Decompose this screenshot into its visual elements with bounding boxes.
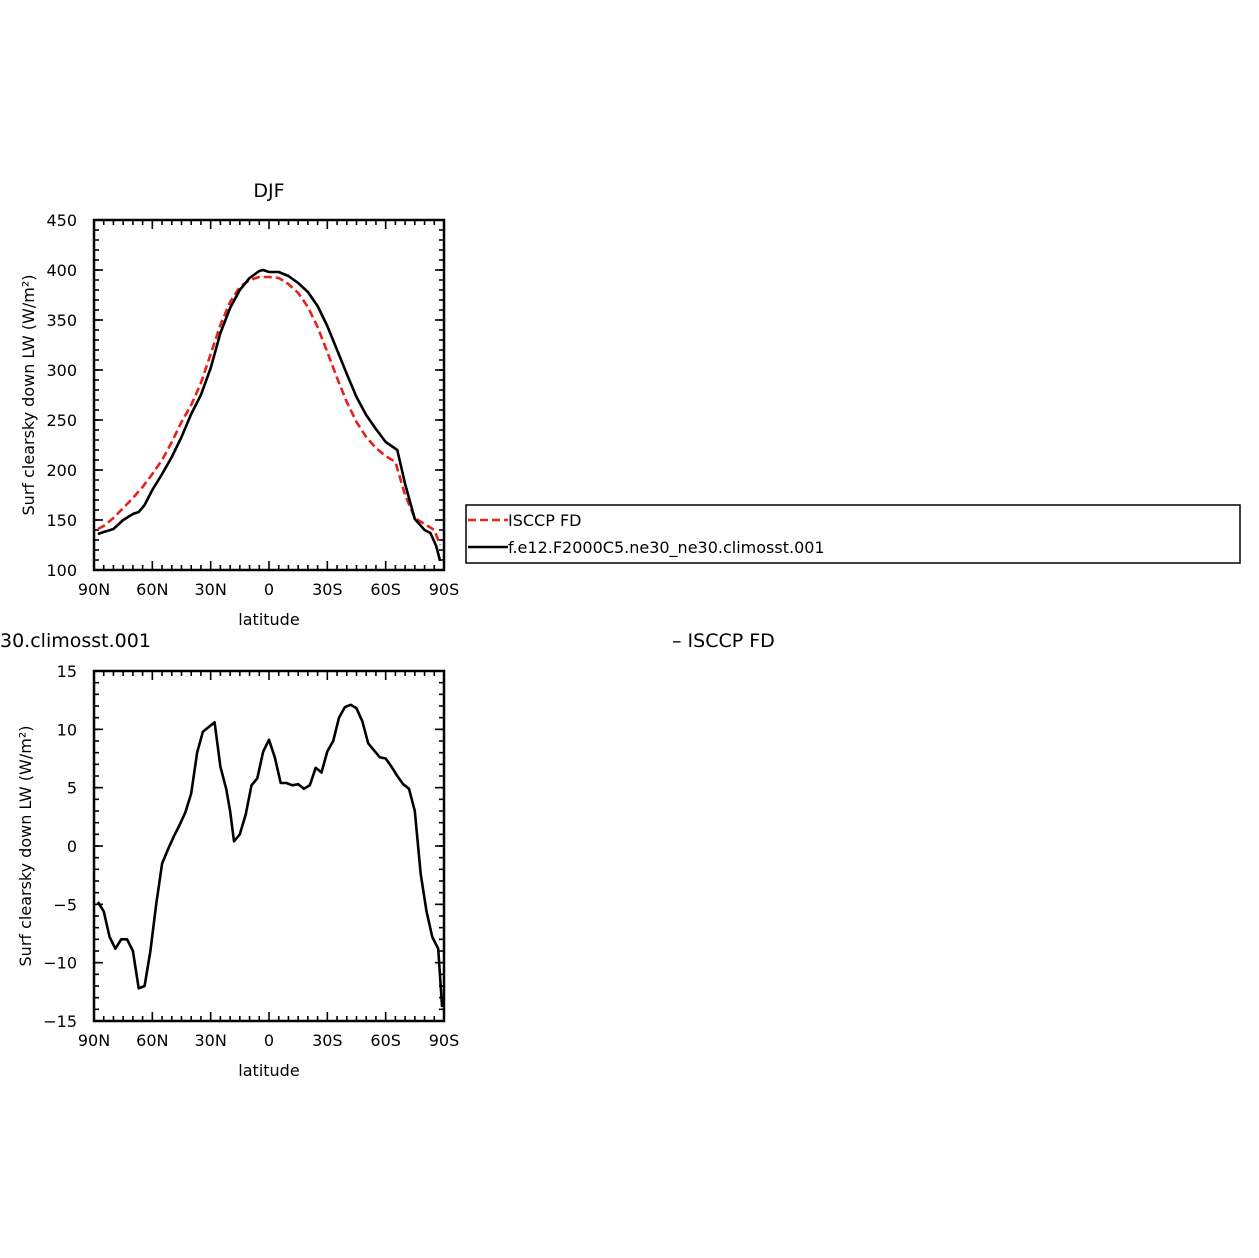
bottom-panel: 30.climosst.001 – ISCCP FD 90N 60N 30N 0 30S… xyxy=(0,630,775,1080)
bottom-xtick-label: 90N xyxy=(78,1031,110,1050)
top-xtick-label: 30S xyxy=(312,580,343,599)
top-ytick-label: 100 xyxy=(46,561,77,580)
bottom-y-axis-title: Surf clearsky down LW (W/m²) xyxy=(16,726,35,967)
bottom-axis-ticks: 90N 60N 30N 0 30S 60S 90S −15 −10 −5 0 5 10 15 xyxy=(43,662,459,1050)
top-xtick-label: 90S xyxy=(429,580,460,599)
bottom-series-line-model xyxy=(96,703,444,1008)
top-axis-ticks: 90N 60N 30N 0 30S 60S 90S 100 150 200 250 300 350 400… xyxy=(46,211,459,599)
bottom-ytick-label: 5 xyxy=(67,779,77,798)
bottom-plot-frame xyxy=(92,669,446,1023)
top-ytick-label: 350 xyxy=(46,311,77,330)
top-ytick-label: 400 xyxy=(46,261,77,280)
top-plot-title: DJF xyxy=(253,180,284,202)
bottom-plot-title-right: – ISCCP FD xyxy=(672,630,775,652)
top-ytick-label: 250 xyxy=(46,411,77,430)
legend-label-obs: ISCCP FD xyxy=(508,511,581,530)
legend-label-model: f.e12.F2000C5.ne30_ne30.climosst.001 xyxy=(508,538,825,558)
bottom-xtick-label: 60N xyxy=(136,1031,168,1050)
bottom-series-group xyxy=(96,703,444,1008)
top-x-axis-title: latitude xyxy=(238,610,299,629)
top-xtick-label: 0 xyxy=(264,580,274,599)
legend-box xyxy=(465,504,1241,564)
bottom-ytick-label: −5 xyxy=(53,895,77,914)
bottom-xtick-label: 60S xyxy=(370,1031,401,1050)
top-ytick-label: 300 xyxy=(46,361,77,380)
top-ytick-label: 450 xyxy=(46,211,77,230)
bottom-xtick-label: 30N xyxy=(195,1031,227,1050)
bottom-plot-title-left: 30.climosst.001 xyxy=(0,630,151,652)
bottom-xtick-label: 30S xyxy=(312,1031,343,1050)
top-plot-frame xyxy=(92,218,446,572)
bottom-ytick-label: 10 xyxy=(57,720,77,739)
bottom-ytick-label: 15 xyxy=(57,662,77,681)
top-series-group xyxy=(97,268,442,562)
bottom-ytick-label: 0 xyxy=(67,837,77,856)
top-ytick-label: 150 xyxy=(46,511,77,530)
top-series-line-obs xyxy=(97,275,442,546)
legend: ISCCP FD f.e12.F2000C5.ne30_ne30.climoss… xyxy=(465,504,1241,564)
top-xtick-label: 30N xyxy=(195,580,227,599)
bottom-ytick-label: −15 xyxy=(43,1012,77,1031)
top-ytick-label: 200 xyxy=(46,461,77,480)
bottom-x-axis-title: latitude xyxy=(238,1061,299,1080)
bottom-xtick-label: 90S xyxy=(429,1031,460,1050)
bottom-ytick-label: −10 xyxy=(43,954,77,973)
top-xtick-label: 60S xyxy=(370,580,401,599)
top-panel: DJF 90N 60N 30N 0 30S 60S 90S 100 150 200 250 300 35… xyxy=(19,180,459,629)
top-xtick-label: 90N xyxy=(78,580,110,599)
top-xtick-label: 60N xyxy=(136,580,168,599)
top-y-axis-title: Surf clearsky down LW (W/m²) xyxy=(19,275,38,516)
bottom-xtick-label: 0 xyxy=(264,1031,274,1050)
top-series-line-model xyxy=(97,268,442,562)
